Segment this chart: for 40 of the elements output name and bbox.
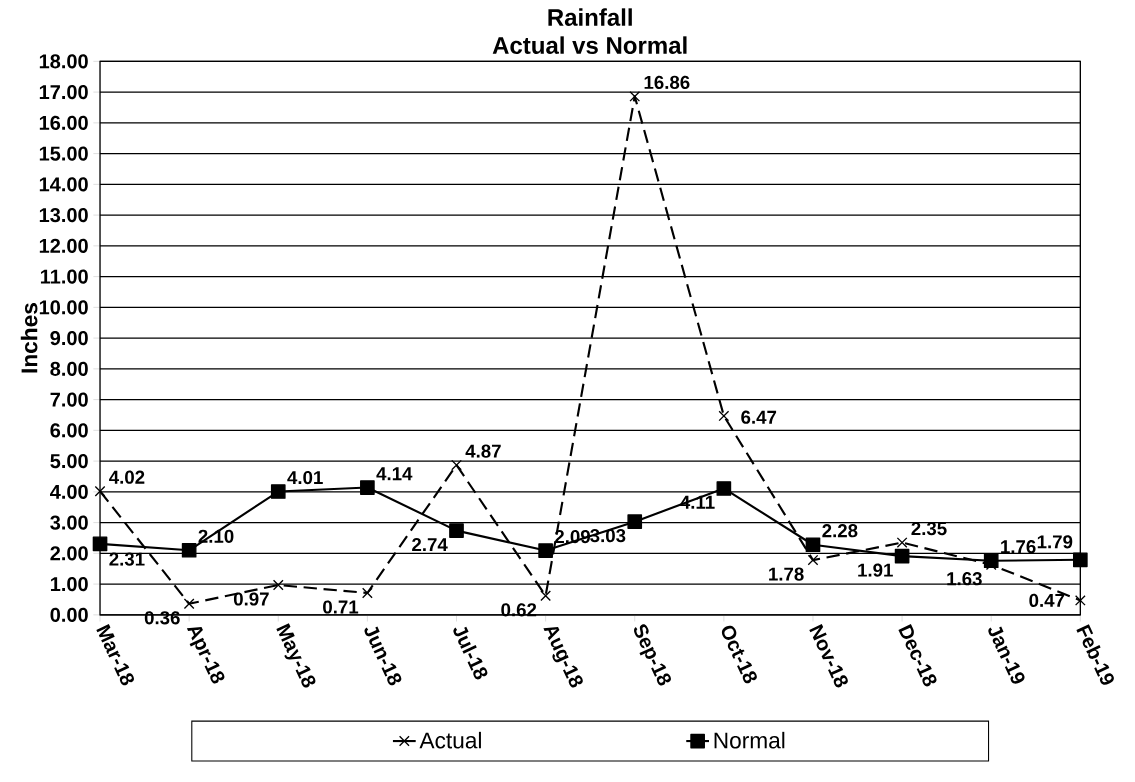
data-label: 4.02 — [109, 470, 145, 485]
data-label: 1.79 — [1037, 535, 1073, 549]
y-tick-label: 8.00 — [50, 361, 88, 377]
y-tick-label: 6.00 — [50, 423, 88, 438]
data-label: 1.78 — [769, 567, 804, 581]
chart-title: Rainfall Actual vs Normal — [492, 8, 687, 55]
y-tick-label: 10.00 — [39, 300, 88, 315]
data-label: 4.14 — [376, 467, 413, 481]
y-tick-label: 17.00 — [39, 85, 88, 100]
data-label: 6.47 — [741, 410, 777, 425]
legend-label: Normal — [714, 732, 785, 749]
data-label: 1.63 — [947, 572, 982, 586]
data-label: 1.76 — [1001, 540, 1036, 554]
y-tick-label: 4.00 — [50, 484, 88, 500]
y-tick-label: 0.00 — [50, 607, 88, 623]
y-tick-label: 2.00 — [50, 546, 88, 561]
data-label: 0.97 — [233, 592, 269, 606]
y-tick-label: 12.00 — [39, 238, 88, 254]
y-tick-label: 1.00 — [50, 577, 88, 592]
data-label: 2.28 — [822, 524, 858, 538]
y-tick-label: 15.00 — [39, 146, 88, 161]
data-label: 1.91 — [858, 563, 893, 577]
y-tick-label: 18.00 — [39, 54, 88, 69]
y-tick-label: 13.00 — [39, 208, 88, 223]
y-tick-label: 5.00 — [50, 454, 88, 469]
data-label: 0.71 — [323, 600, 359, 614]
y-axis-title: Inches — [20, 303, 38, 373]
data-label: 4.87 — [465, 444, 501, 458]
legend-label: Actual — [419, 732, 481, 749]
data-label: 2.74 — [412, 538, 448, 552]
data-label: 16.86 — [644, 76, 690, 90]
y-tick-label: 16.00 — [39, 115, 88, 131]
y-tick-label: 11.00 — [40, 269, 88, 284]
data-label: 4.01 — [287, 471, 323, 485]
y-tick-label: 7.00 — [50, 392, 88, 407]
data-label: 0.62 — [501, 603, 537, 617]
y-tick-label: 3.00 — [50, 515, 88, 530]
data-label: 0.47 — [1029, 593, 1065, 608]
y-tick-label: 9.00 — [50, 331, 88, 346]
y-tick-label: 14.00 — [39, 177, 88, 192]
